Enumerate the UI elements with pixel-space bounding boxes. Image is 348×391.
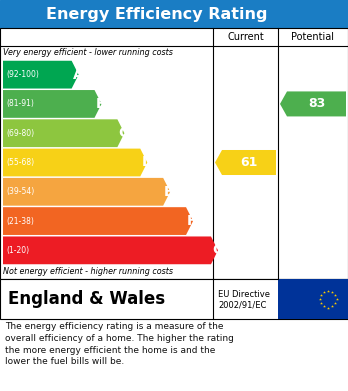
- Text: (69-80): (69-80): [6, 129, 34, 138]
- Text: Energy Efficiency Rating: Energy Efficiency Rating: [46, 7, 267, 22]
- Text: (81-91): (81-91): [6, 99, 34, 108]
- Text: 61: 61: [240, 156, 258, 169]
- Text: EU Directive: EU Directive: [218, 290, 270, 299]
- Text: G: G: [212, 243, 223, 257]
- Text: Potential: Potential: [292, 32, 334, 42]
- Text: Current: Current: [227, 32, 264, 42]
- Text: The energy efficiency rating is a measure of the
overall efficiency of a home. T: The energy efficiency rating is a measur…: [5, 322, 234, 366]
- Circle shape: [315, 286, 341, 312]
- Text: 83: 83: [308, 97, 325, 110]
- Text: England & Wales: England & Wales: [8, 290, 165, 308]
- Bar: [0, 28, 348, 279]
- Text: (21-38): (21-38): [6, 217, 34, 226]
- Text: C: C: [118, 126, 129, 140]
- Text: (39-54): (39-54): [6, 187, 34, 196]
- Text: A: A: [73, 68, 84, 82]
- Polygon shape: [215, 150, 276, 175]
- Text: 2002/91/EC: 2002/91/EC: [218, 301, 266, 310]
- Text: Very energy efficient - lower running costs: Very energy efficient - lower running co…: [3, 48, 173, 57]
- Text: (92-100): (92-100): [6, 70, 39, 79]
- Polygon shape: [3, 178, 170, 206]
- Text: D: D: [141, 156, 153, 170]
- Polygon shape: [3, 237, 218, 264]
- Bar: [0, 279, 348, 319]
- Text: F: F: [187, 214, 197, 228]
- Text: E: E: [164, 185, 174, 199]
- Text: Not energy efficient - higher running costs: Not energy efficient - higher running co…: [3, 267, 173, 276]
- Bar: [278, 279, 348, 319]
- Polygon shape: [3, 119, 124, 147]
- Text: B: B: [95, 97, 106, 111]
- Polygon shape: [3, 90, 102, 118]
- Text: (55-68): (55-68): [6, 158, 34, 167]
- Polygon shape: [3, 61, 79, 88]
- Text: (1-20): (1-20): [6, 246, 29, 255]
- Polygon shape: [3, 207, 193, 235]
- Polygon shape: [280, 91, 346, 117]
- Polygon shape: [3, 149, 147, 176]
- Bar: [0, 0, 348, 28]
